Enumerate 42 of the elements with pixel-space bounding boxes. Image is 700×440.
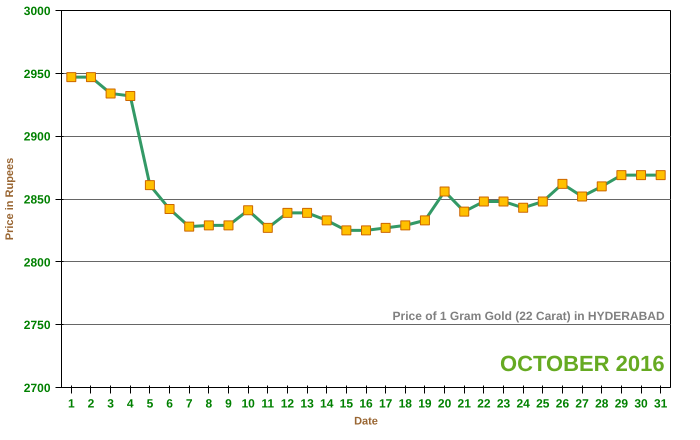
- x-tick-label: 12: [280, 396, 294, 410]
- x-tick-label: 8: [206, 396, 212, 410]
- x-tick-label: 29: [614, 396, 628, 410]
- x-tick-label: 10: [241, 396, 256, 410]
- y-tick-label: 2800: [24, 255, 51, 270]
- y-tick-label: 2750: [24, 318, 51, 332]
- x-tick-label: 17: [378, 396, 393, 410]
- y-tick-label: 2700: [24, 381, 51, 395]
- x-tick-label: 2: [88, 396, 95, 410]
- x-tick-label: 18: [398, 396, 412, 410]
- x-tick-label: 6: [166, 396, 174, 410]
- x-tick-label: 19: [418, 396, 432, 410]
- y-tick-label: 2850: [24, 192, 51, 206]
- x-tick-label: 11: [261, 396, 274, 410]
- y-tick-label: 3000: [24, 4, 51, 18]
- x-tick-label: 5: [146, 396, 154, 410]
- y-tick-label: 2900: [24, 130, 51, 144]
- x-tick-label: 25: [536, 396, 550, 410]
- x-tick-label: 21: [458, 396, 472, 410]
- x-tick-label: 9: [225, 396, 232, 410]
- x-axis-title: Date: [354, 416, 378, 428]
- y-axis-title: Price in Rupees: [4, 158, 16, 240]
- y-tick-label: 2950: [24, 66, 51, 81]
- text: Price of 1 Gram Gold (22 Carat) in HYDERABAD: [392, 308, 665, 323]
- x-tick-label: 1: [68, 396, 75, 410]
- x-tick-label: 22: [477, 396, 491, 410]
- x-tick-label: 7: [186, 396, 193, 410]
- x-tick-label: 4: [126, 396, 134, 410]
- text: OCTOBER 2016: [500, 351, 665, 376]
- x-tick-label: 15: [340, 396, 354, 410]
- x-tick-label: 24: [516, 396, 530, 410]
- x-tick-label: 14: [320, 396, 334, 410]
- x-tick-label: 31: [654, 396, 668, 410]
- x-tick-label: 27: [575, 396, 590, 410]
- x-tick-label: 26: [556, 396, 570, 410]
- x-tick-label: 16: [359, 396, 373, 410]
- x-tick-label: 23: [496, 396, 511, 410]
- x-tick-label: 28: [595, 396, 609, 410]
- x-tick-label: 20: [438, 396, 452, 410]
- x-tick-label: 13: [300, 396, 314, 410]
- x-tick-label: 3: [107, 396, 114, 410]
- x-tick-label: 30: [634, 396, 648, 410]
